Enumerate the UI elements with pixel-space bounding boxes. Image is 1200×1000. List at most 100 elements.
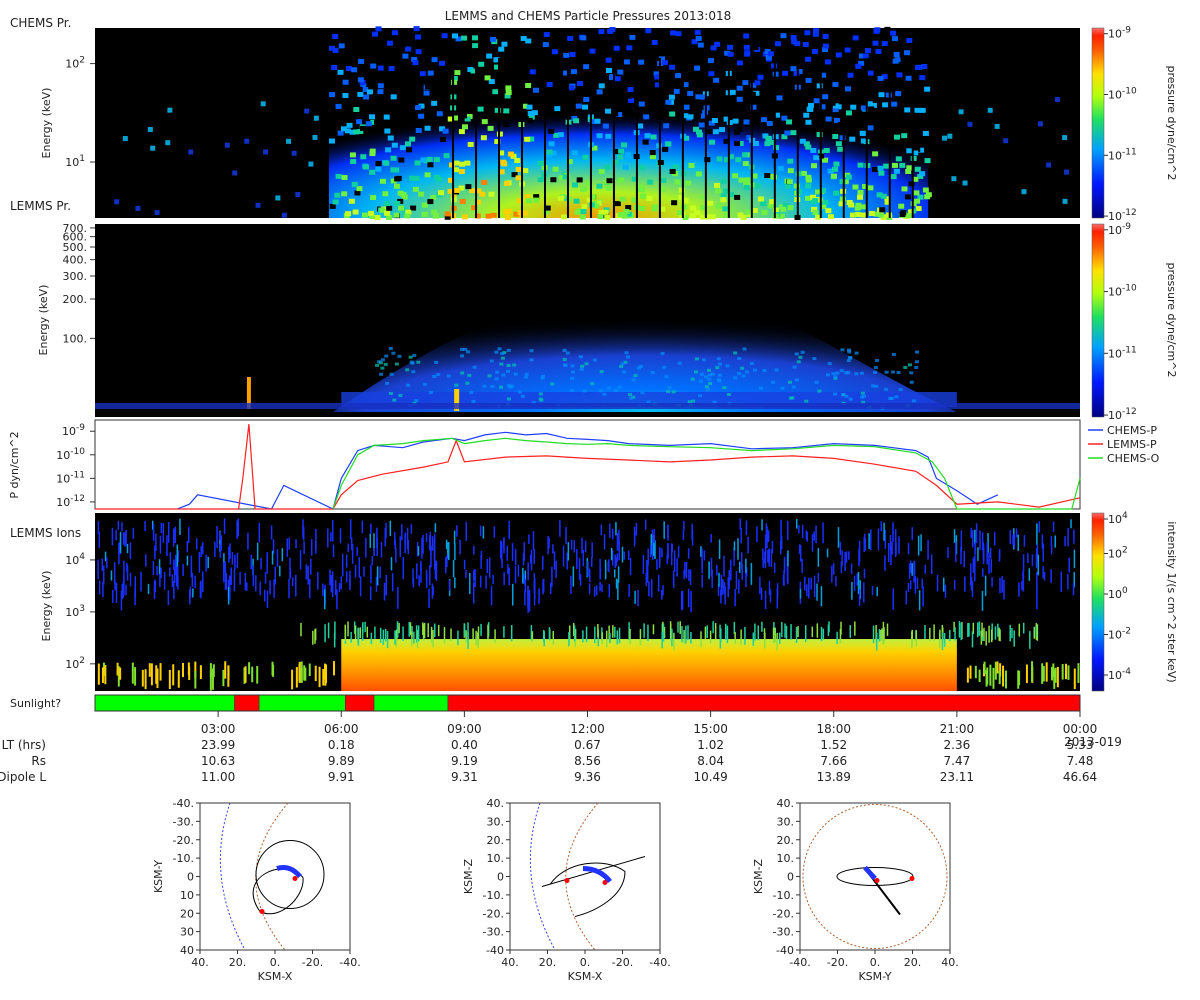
ions-cell (420, 564, 422, 583)
chems-cell (646, 195, 653, 201)
chems-cell (474, 213, 481, 219)
chems-cell (414, 160, 421, 166)
chems-cell (487, 125, 494, 131)
ions-cell (144, 521, 146, 531)
chems-cell (870, 102, 877, 108)
colorbar-tick-exp: -12 (1122, 208, 1137, 218)
ions-cell (340, 576, 343, 590)
chems-cell (393, 183, 400, 189)
ions-cell (1043, 571, 1046, 581)
chems-cell (639, 187, 646, 193)
ions-cell (171, 574, 174, 588)
chems-cell (906, 165, 913, 171)
ions-cell (629, 628, 631, 645)
ions-cell (979, 530, 981, 550)
chems-cell (368, 210, 375, 216)
ions-cell (690, 632, 692, 644)
ions-cell (432, 629, 434, 648)
chems-cell (780, 33, 787, 39)
colorbar-tick-base: 10 (1108, 629, 1122, 642)
ions-cell (881, 628, 883, 641)
ions-cell (364, 621, 366, 633)
lemms-pressure-cell (841, 393, 846, 397)
lemms-pressure-cell (889, 396, 894, 400)
ions-ytick-label-exp: 3 (79, 604, 85, 614)
ions-cell (427, 623, 429, 638)
ions-cell (621, 546, 624, 563)
chems-cell (805, 177, 812, 183)
chems-cell (860, 204, 867, 210)
ions-cell (1015, 528, 1018, 538)
ions-cell (611, 528, 614, 540)
chems-cell (562, 174, 569, 180)
ions-cell (909, 560, 912, 573)
pressure-ytick-label-base: 10 (56, 496, 70, 509)
chems-cell (820, 72, 827, 78)
lemms-pressure-cell (694, 357, 699, 361)
chems-cell (1054, 96, 1060, 102)
chems-cell (923, 82, 930, 88)
ions-cell (719, 624, 721, 638)
chems-cell (147, 126, 153, 132)
chems-gap-line (566, 58, 569, 218)
ions-cell (781, 622, 783, 638)
chems-cell (848, 202, 855, 208)
chems-cell (743, 184, 750, 190)
ions-cell (627, 550, 630, 561)
chems-cell (593, 203, 600, 209)
chems-gap-line (911, 58, 914, 218)
ions-cell (685, 625, 687, 644)
ions-cell (273, 579, 275, 598)
chems-cell (356, 186, 363, 192)
ions-cell (701, 560, 703, 574)
ions-cell (542, 555, 544, 570)
ions-cell (983, 661, 986, 675)
chems-cell (867, 125, 874, 131)
ions-cell (410, 524, 413, 534)
lemms-pressure-cell (624, 351, 629, 355)
ions-cell (386, 631, 389, 649)
chems-cell (313, 115, 319, 121)
ions-cell (111, 527, 114, 546)
ions-cell (764, 632, 766, 649)
legend-entry: CHEMS-O (1107, 452, 1160, 465)
ions-cell (672, 575, 675, 588)
chems-cell (833, 161, 840, 167)
ions-cell (450, 628, 452, 641)
ions-cell (331, 580, 334, 598)
ions-cell (917, 535, 920, 556)
ions-cell (970, 563, 972, 586)
chems-cell (589, 194, 596, 200)
lemms-pressure-cell (375, 363, 380, 367)
sunlight-segment (373, 694, 449, 712)
ions-cell (784, 623, 786, 638)
ions-cell (989, 664, 992, 686)
lemms-pressure-cell (861, 400, 866, 404)
ions-cell (523, 573, 525, 584)
lemms-pressure-cell (716, 357, 721, 361)
chems-cell (735, 157, 742, 163)
chems-cell (675, 31, 682, 37)
ions-cell (761, 519, 763, 531)
chems-cell (723, 157, 730, 163)
lemms-pressure-cell (412, 353, 417, 357)
ions-cell (941, 624, 944, 638)
ions-cell (412, 568, 414, 584)
ions-cell (804, 625, 807, 643)
chems-cell (520, 36, 527, 42)
ions-cell (764, 551, 767, 569)
ions-cell (643, 623, 645, 638)
chems-cell (406, 105, 413, 111)
ions-cell (448, 542, 450, 561)
chems-cell (465, 184, 472, 190)
ions-cell (876, 632, 878, 651)
ions-cell (276, 549, 279, 567)
chems-cell (444, 214, 451, 220)
lemms-pressure-yaxis: 700.600.500.400.300.200.100. (63, 222, 95, 345)
chems-cell (550, 150, 557, 156)
ephemeris-value: 1.02 (697, 738, 724, 752)
ions-cell (877, 528, 880, 551)
chems-cell (281, 212, 287, 218)
chems-cell (819, 104, 826, 110)
ions-cell (350, 631, 352, 643)
